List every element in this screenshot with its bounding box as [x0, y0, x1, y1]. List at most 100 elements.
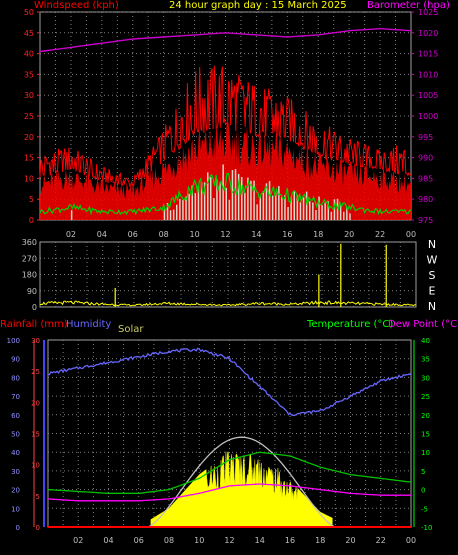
lull-bar	[271, 195, 274, 220]
rain-label: Rainfall (mm)	[0, 319, 68, 330]
lull-bar	[225, 187, 227, 220]
temperature-tick-label: 35	[421, 356, 430, 364]
lull-bar	[70, 210, 73, 220]
x-tick-label: 20	[345, 536, 355, 545]
lull-bar	[290, 197, 292, 220]
lull-bar	[188, 193, 190, 220]
lull-bar	[339, 204, 342, 220]
lull-bar	[200, 182, 203, 220]
lull-bar	[265, 183, 268, 220]
lull-bar	[210, 177, 212, 220]
lull-bar	[275, 192, 277, 220]
lull-bar	[299, 202, 302, 220]
windspeed-panel: 0510152025303540455097598098599099510001…	[24, 8, 439, 239]
x-tick-label: 06	[128, 230, 138, 239]
left-tick-label: 30	[24, 91, 34, 100]
left-tick-label: 35	[24, 70, 34, 79]
x-tick-label: 12	[224, 536, 234, 545]
lull-bar	[278, 186, 280, 220]
direction-tick-label: 90	[27, 287, 37, 296]
lull-bar	[176, 204, 178, 220]
lull-bar	[194, 193, 197, 220]
lull-bar	[172, 209, 175, 220]
lull-bar	[336, 198, 339, 220]
temperature-tick-label: -10	[421, 524, 432, 532]
solar-label: Solar	[118, 324, 144, 335]
lull-bar	[234, 169, 237, 220]
temperature-tick-label: 0	[421, 487, 425, 495]
temperature-tick-label: 15	[421, 431, 430, 439]
lull-bar	[312, 202, 314, 220]
gust-series-line	[39, 65, 412, 188]
rain-tick-label: 10	[31, 462, 40, 470]
x-tick-label: 22	[376, 536, 386, 545]
lull-bar	[259, 196, 261, 220]
lull-bar	[237, 173, 240, 220]
direction-series-line	[39, 300, 416, 307]
left-tick-label: 45	[24, 29, 34, 38]
lull-bar	[309, 201, 311, 220]
lull-bar	[287, 207, 289, 220]
lull-bar	[262, 191, 265, 220]
humidity-tick-label: 20	[11, 487, 20, 495]
left-label-windspeed: Windspeed (kph)	[34, 0, 119, 11]
x-tick-label: 04	[103, 536, 113, 545]
lull-bar	[318, 196, 320, 220]
right-label-barometer: Barometer (hpa)	[367, 0, 450, 11]
humidity-tick-label: 60	[11, 412, 20, 420]
right-tick-label: 975	[418, 216, 433, 225]
lull-bar	[244, 192, 246, 220]
dewpoint-series-line	[47, 483, 411, 502]
lull-bar	[163, 209, 166, 220]
humidity-tick-label: 90	[11, 356, 20, 364]
lull-bar	[333, 199, 336, 220]
x-tick-label: 02	[73, 536, 83, 545]
solar-series-area	[150, 451, 333, 528]
x-tick-label: 16	[285, 536, 295, 545]
humidity-label: Humidity	[66, 319, 112, 330]
x-tick-label: 22	[375, 230, 385, 239]
lull-bar	[321, 205, 323, 220]
humidity-tick-label: 70	[11, 393, 20, 401]
right-tick-label: 985	[418, 174, 433, 183]
lull-bar	[253, 180, 255, 220]
lull-bar	[268, 181, 271, 220]
lull-bar	[343, 211, 345, 220]
lull-bar	[324, 202, 326, 220]
humidity-tick-label: 100	[7, 337, 20, 345]
temperature-tick-label: -5	[421, 505, 428, 513]
lull-bar	[247, 177, 249, 220]
humidity-tick-label: 50	[11, 431, 20, 439]
lull-bar	[179, 199, 181, 220]
compass-label: E	[429, 285, 436, 298]
lull-bar	[203, 182, 206, 220]
lull-bar	[315, 210, 317, 220]
direction-tick-label: 360	[22, 238, 37, 247]
x-tick-label: 10	[194, 536, 204, 545]
lull-bar	[213, 198, 215, 220]
x-tick-label: 20	[344, 230, 354, 239]
lull-bar	[281, 196, 283, 220]
left-tick-label: 50	[24, 8, 34, 17]
left-tick-label: 0	[29, 216, 34, 225]
lull-bar	[284, 195, 286, 220]
temperature-tick-label: 25	[421, 393, 430, 401]
rain-tick-label: 15	[31, 431, 40, 439]
temperature-panel: 0102030405060708090100051015202530-10-50…	[7, 337, 433, 545]
lull-bar	[169, 210, 172, 220]
x-tick-label: 14	[255, 536, 265, 545]
lull-bar	[241, 177, 243, 220]
humidity-series-line	[47, 347, 412, 417]
temperature-tick-label: 40	[421, 337, 430, 345]
x-tick-label: 10	[189, 230, 199, 239]
humidity-tick-label: 40	[11, 449, 20, 457]
lull-bar	[185, 196, 187, 220]
lull-bar	[305, 191, 308, 220]
temperature-tick-label: 10	[421, 449, 430, 457]
right-tick-label: 995	[418, 133, 433, 142]
direction-tick-label: 270	[22, 254, 37, 263]
left-tick-label: 5	[29, 195, 34, 204]
